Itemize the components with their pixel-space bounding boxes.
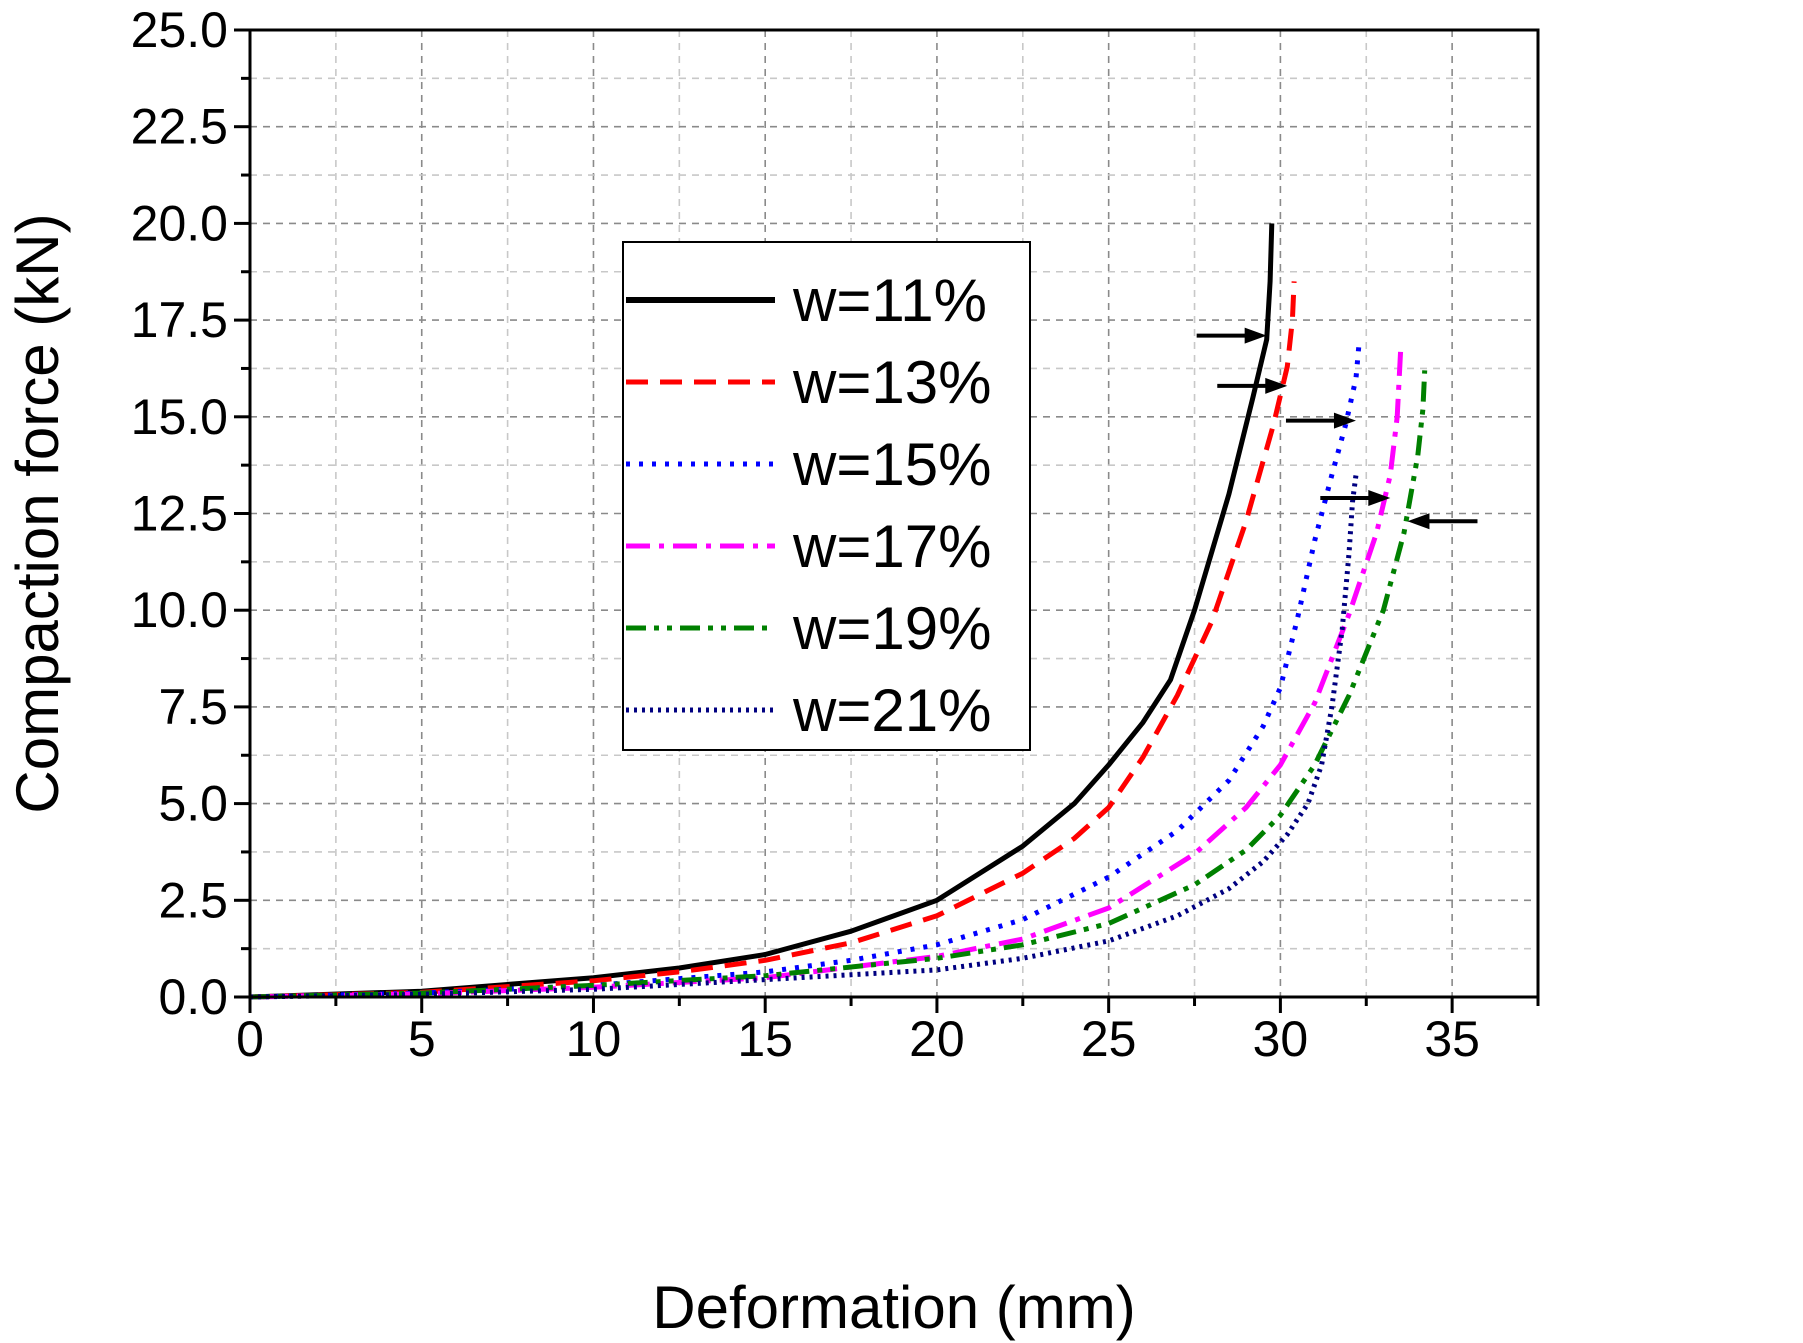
y-tick-label: 20.0 bbox=[131, 195, 228, 251]
annotation-arrow-1 bbox=[1196, 327, 1267, 344]
legend-box bbox=[622, 241, 1031, 751]
series-line-2 bbox=[249, 281, 1297, 1000]
x-tick-label: 35 bbox=[1424, 1011, 1480, 1067]
x-tick-label: 20 bbox=[909, 1011, 965, 1067]
x-tick-label: 5 bbox=[408, 1011, 436, 1067]
x-axis-title: Deformation (mm) bbox=[652, 1274, 1135, 1341]
y-tick-label: 22.5 bbox=[131, 99, 228, 155]
y-tick-labels: 0.0 2.5 5.0 7.5 10.0 12.5 15.0 17.5 20.0 22.5 25.0 bbox=[131, 2, 228, 1025]
y-tick-label: 2.5 bbox=[158, 872, 228, 928]
y-tick-label: 5.0 bbox=[158, 776, 228, 832]
y-tick-label: 0.0 bbox=[158, 969, 228, 1025]
x-tick-label: 10 bbox=[566, 1011, 622, 1067]
x-tick-label: 25 bbox=[1081, 1011, 1137, 1067]
x-tick-label: 30 bbox=[1253, 1011, 1309, 1067]
axis-ticks bbox=[234, 28, 1540, 1013]
legend: w=11% w=13% w=15% w=17% w=19% w=21% bbox=[622, 241, 1031, 751]
annotation-arrow-4 bbox=[1320, 490, 1391, 507]
series-line-4 bbox=[249, 350, 1404, 1000]
annotation-arrow-2 bbox=[1217, 377, 1288, 394]
legend-label-5: w=19% bbox=[792, 595, 991, 662]
annotation-arrows bbox=[1196, 327, 1478, 530]
x-tick-label: 15 bbox=[737, 1011, 793, 1067]
y-axis-title: Compaction force (kN) bbox=[4, 213, 71, 813]
annotation-arrow-3 bbox=[1285, 412, 1356, 429]
legend-label-4: w=17% bbox=[792, 513, 991, 580]
annotation-arrow-5 bbox=[1407, 513, 1478, 530]
legend-label-3: w=15% bbox=[792, 431, 991, 498]
x-tick-label: 0 bbox=[236, 1011, 264, 1067]
y-tick-label: 17.5 bbox=[131, 292, 228, 348]
x-tick-labels: 0 5 10 15 20 25 30 35 bbox=[236, 1011, 1480, 1067]
series-line-5 bbox=[249, 370, 1428, 1000]
legend-label-2: w=13% bbox=[792, 349, 991, 416]
legend-label-1: w=11% bbox=[792, 267, 987, 334]
y-tick-label: 12.5 bbox=[131, 486, 228, 542]
y-tick-label: 25.0 bbox=[131, 2, 228, 58]
y-tick-label: 7.5 bbox=[158, 679, 228, 735]
y-tick-label: 10.0 bbox=[131, 582, 228, 638]
legend-label-6: w=21% bbox=[792, 677, 991, 744]
y-tick-label: 15.0 bbox=[131, 389, 228, 445]
